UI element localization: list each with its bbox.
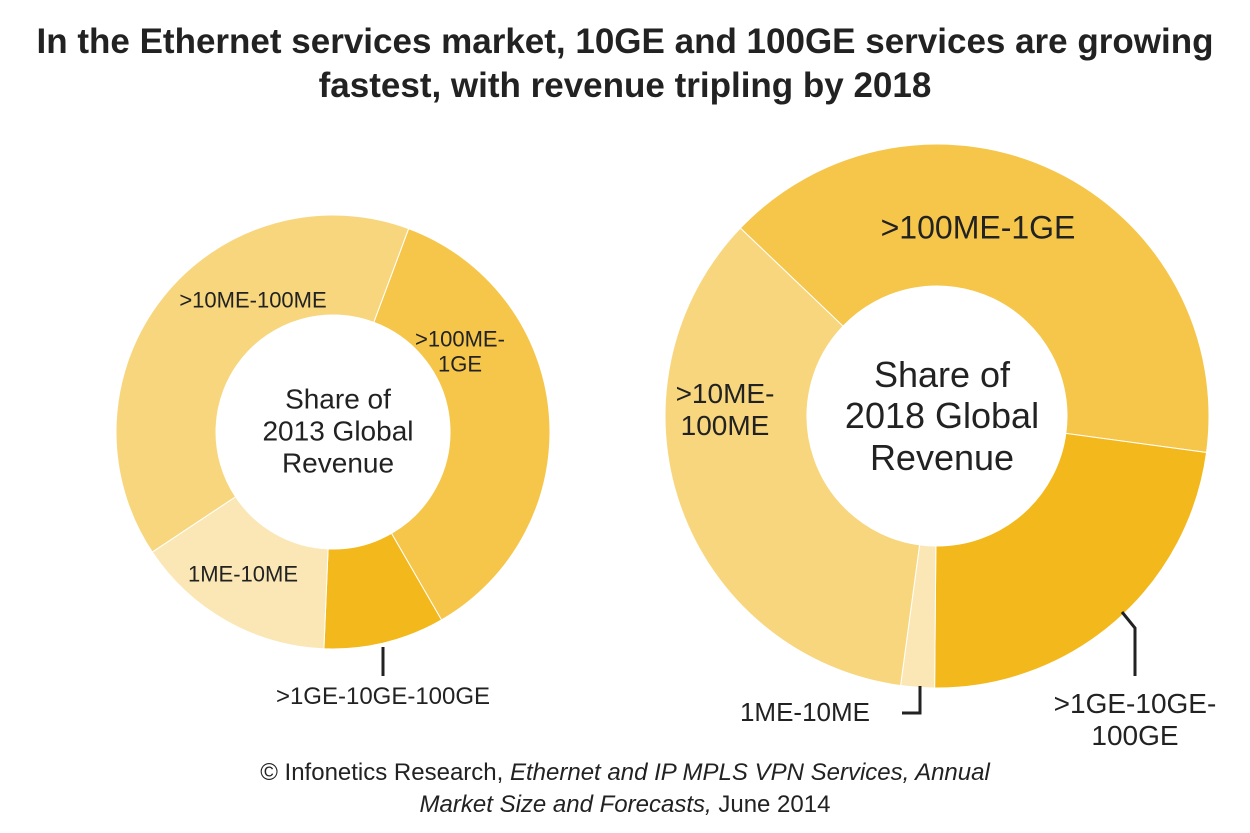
segment-label: 1ME-10ME [187, 561, 299, 587]
segment-label: >1GE-10GE-100GE [1053, 687, 1217, 751]
chart-title: In the Ethernet services market, 10GE an… [36, 22, 1214, 105]
segment-label: 1ME-10ME [739, 697, 871, 728]
donut-segment [115, 214, 410, 553]
center-label: Share of 2018 Global Revenue [844, 353, 1040, 478]
source: © Infonetics Research, Ethernet and IP M… [225, 757, 1025, 821]
center-label: Share of 2013 Global Revenue [262, 383, 414, 480]
donut-segment [739, 143, 1210, 454]
donut-segment [664, 227, 921, 687]
segment-label: >10ME-100ME [179, 287, 327, 313]
leader-line [1120, 611, 1137, 676]
segment-label: >100ME-1GE [880, 209, 1076, 246]
leader-line [902, 686, 922, 715]
source-text: June 2014 [718, 791, 831, 818]
source-text: Ethernet and IP MPLS VPN Services, Annua… [419, 759, 990, 818]
source-text: © Infonetics Research, [260, 759, 504, 786]
donut-segment [373, 227, 551, 621]
segment-label: >100ME-1GE [415, 326, 505, 377]
segment-label: >10ME-100ME [675, 377, 775, 441]
donut-segment [934, 432, 1208, 689]
title-box: In the Ethernet services market, 10GE an… [0, 20, 1250, 108]
segment-label: >1GE-10GE-100GE [275, 683, 491, 711]
